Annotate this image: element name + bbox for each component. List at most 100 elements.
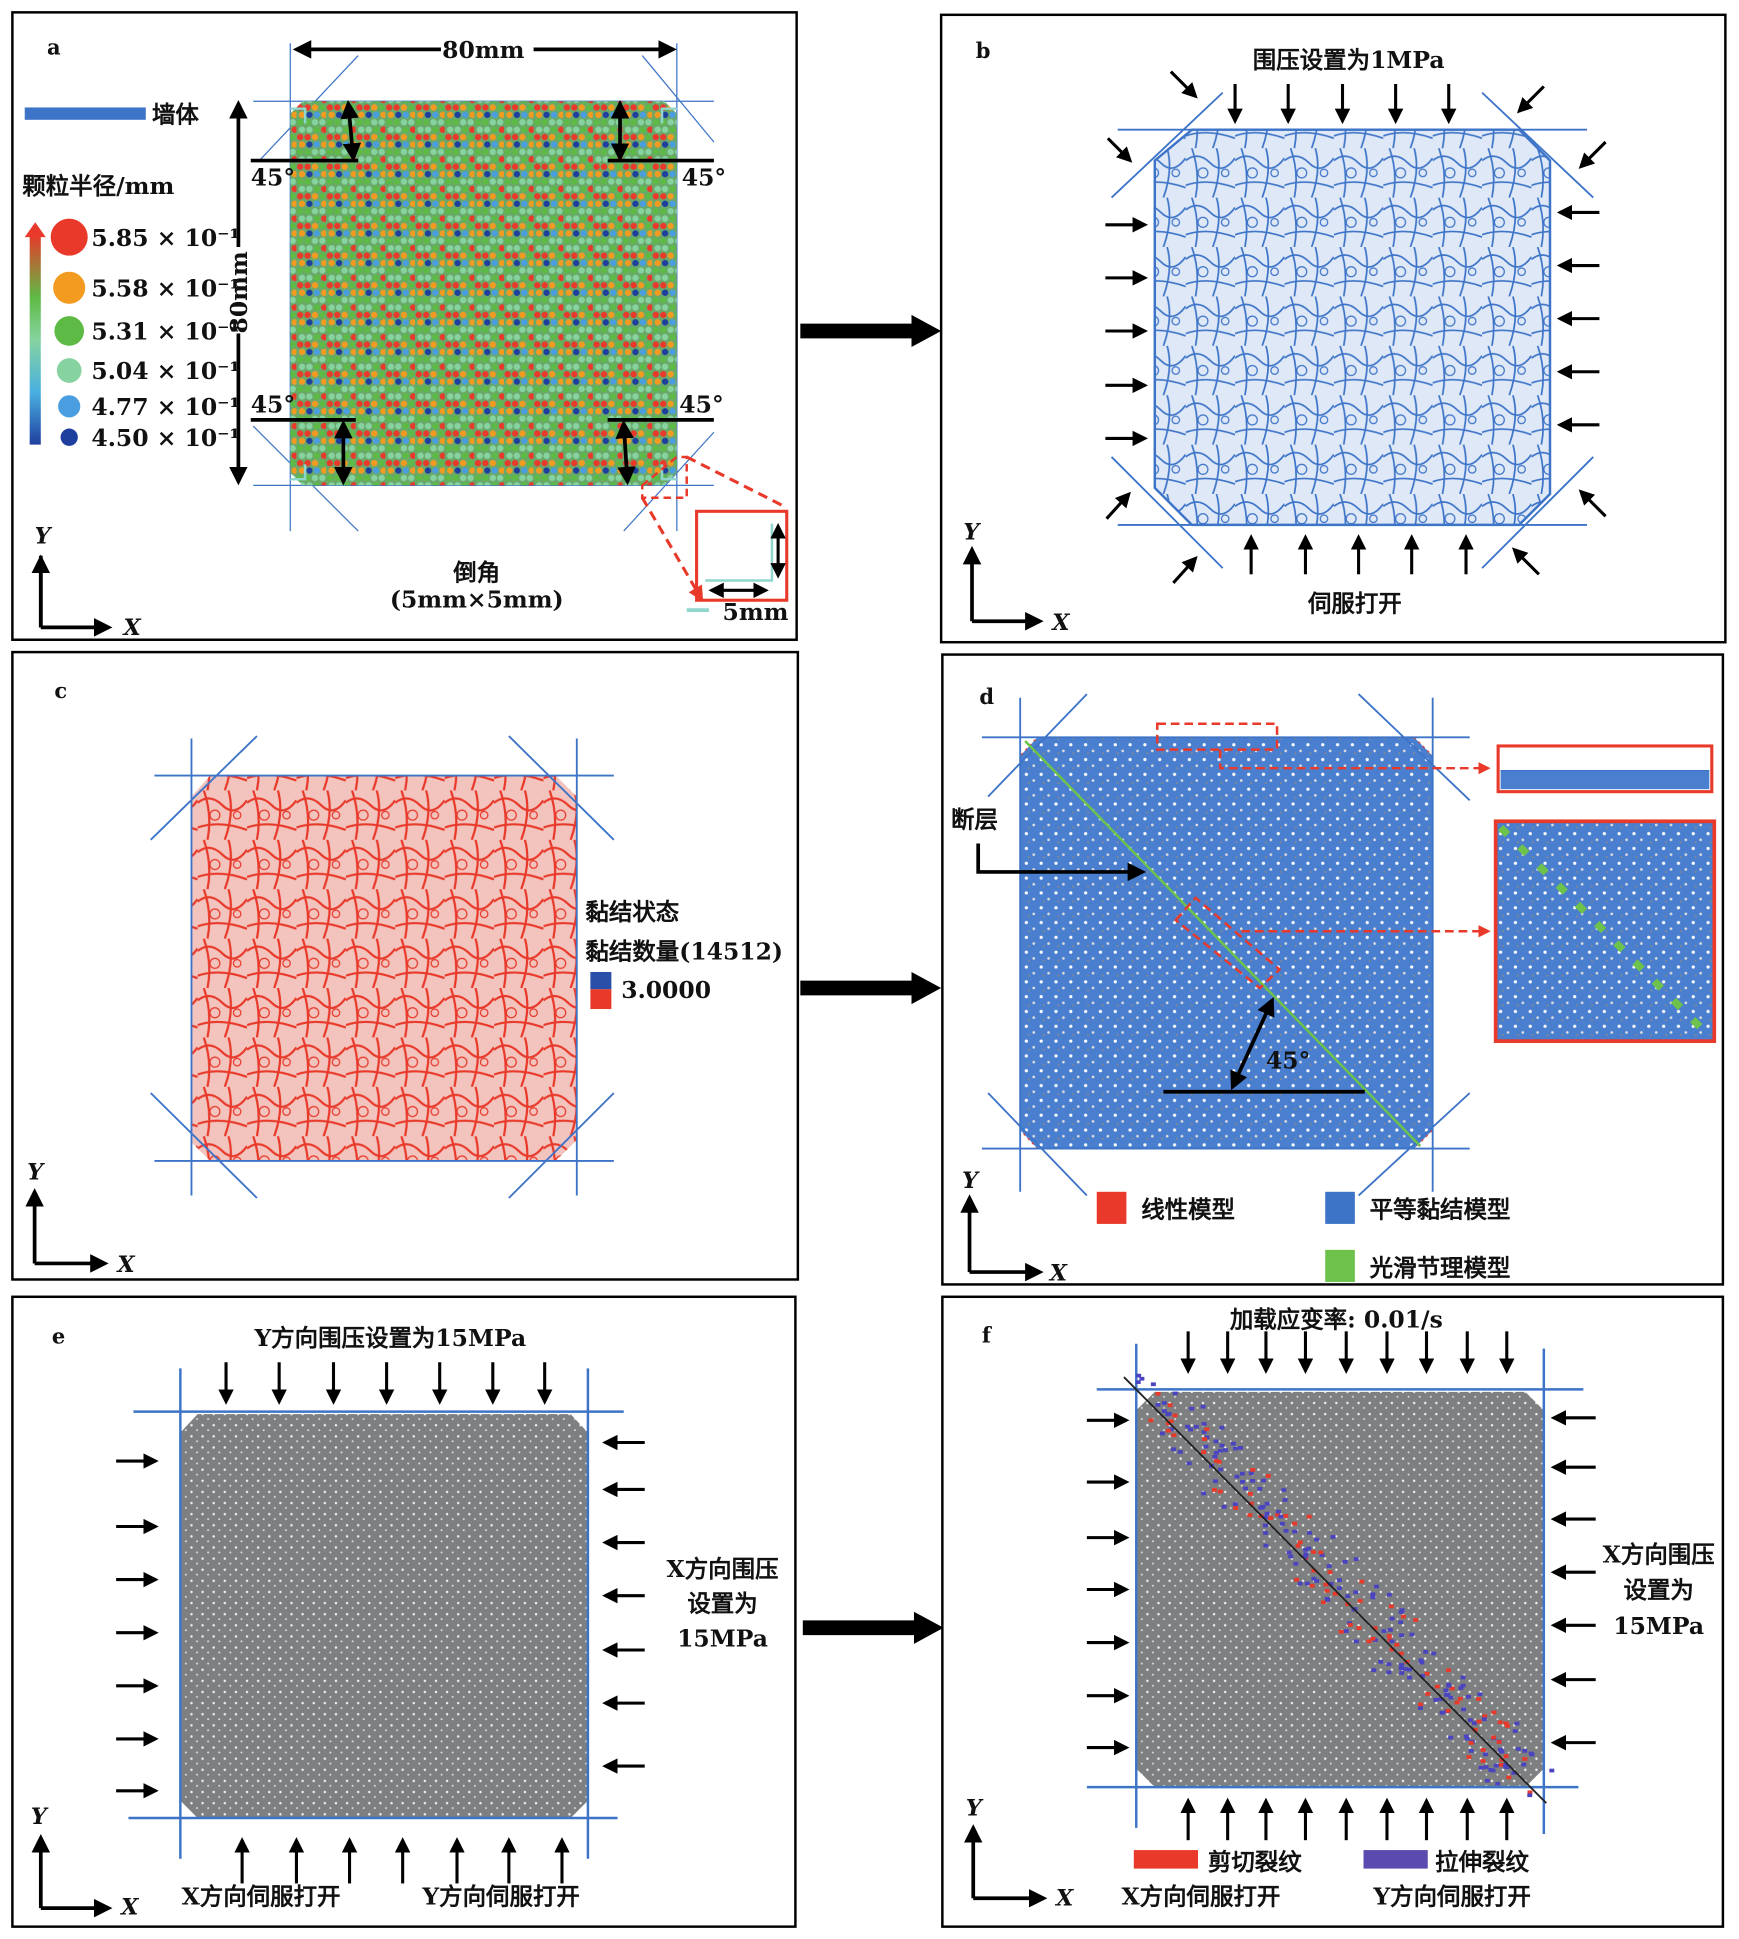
crack-mark — [1406, 1667, 1412, 1672]
crack-mark — [1512, 1729, 1518, 1733]
crack-mark — [1478, 1765, 1484, 1770]
loading-arrows — [1086, 1331, 1596, 1841]
crack-mark — [1263, 1543, 1269, 1548]
crack-mark — [1345, 1594, 1351, 1598]
crack-mark — [1372, 1626, 1378, 1631]
crack-mark — [1218, 1467, 1224, 1472]
crack-mark — [1136, 1373, 1142, 1378]
bond-value: 3.0000 — [621, 976, 711, 1004]
crack-mark — [1527, 1793, 1533, 1798]
crack-mark — [1499, 1749, 1505, 1754]
crack-mark — [1449, 1686, 1455, 1691]
crack-mark — [1233, 1446, 1238, 1451]
crack-mark — [1193, 1424, 1199, 1429]
crack-mark — [1259, 1505, 1265, 1510]
crack-mark — [1213, 1450, 1219, 1455]
crack-mark — [1495, 1781, 1501, 1786]
crack-mark — [1433, 1697, 1439, 1702]
fault-line — [1123, 1376, 1547, 1804]
crack-mark — [1201, 1491, 1207, 1496]
radius-legend-dot — [56, 358, 82, 383]
panel-label: a — [47, 34, 61, 59]
crack-mark — [1389, 1639, 1395, 1644]
crack-band — [1135, 1373, 1555, 1798]
crack-mark — [1201, 1430, 1207, 1434]
crack-mark — [1222, 1448, 1228, 1452]
crack-mark — [1389, 1616, 1395, 1621]
crack-mark — [1529, 1752, 1535, 1757]
crack-mark — [1468, 1741, 1474, 1745]
axis-indicator: YX — [960, 1168, 1068, 1287]
crack-mark — [1418, 1658, 1424, 1663]
crack-mark — [1386, 1662, 1392, 1667]
crack-mark — [1342, 1560, 1348, 1564]
load-arrow-icon — [1105, 491, 1131, 520]
crack-mark — [1288, 1554, 1294, 1559]
axis-x-label: X — [1050, 610, 1070, 636]
axis-indicator: YX — [31, 523, 142, 641]
dimension-arrows — [229, 40, 714, 486]
crack-mark — [1457, 1696, 1463, 1701]
crack-mark — [1309, 1583, 1315, 1588]
crack-mark — [1439, 1710, 1445, 1715]
panel-label: f — [982, 1322, 993, 1347]
crack-mark — [1275, 1512, 1281, 1517]
crack-mark — [1343, 1629, 1349, 1633]
radius-colorbar — [29, 234, 41, 445]
crack-mark — [1345, 1602, 1351, 1607]
tensile-crack-label: 拉伸裂纹 — [1435, 1848, 1529, 1876]
crack-mark — [1165, 1428, 1171, 1433]
legend-label: 平等黏结模型 — [1370, 1196, 1511, 1224]
crack-mark — [1262, 1515, 1268, 1520]
crack-mark — [1476, 1697, 1482, 1701]
crack-mark — [1522, 1749, 1528, 1753]
axis-x-label: X — [122, 615, 142, 641]
angle-label: 45° — [251, 391, 295, 419]
crack-mark — [1219, 1443, 1225, 1448]
crack-mark — [1419, 1660, 1425, 1665]
specimen — [290, 101, 677, 486]
axis-y-label: Y — [35, 523, 53, 549]
crack-mark — [1338, 1629, 1344, 1634]
crack-mark — [1172, 1391, 1178, 1396]
crack-mark — [1230, 1441, 1236, 1446]
wall-legend-label: 墙体 — [152, 100, 199, 128]
loading-arrows — [1105, 70, 1607, 584]
legend-label: 线性模型 — [1141, 1196, 1235, 1224]
crack-mark — [1279, 1521, 1285, 1526]
legend-swatch — [1325, 1249, 1355, 1282]
angle-label: 45° — [251, 163, 295, 191]
crack-mark — [1297, 1540, 1303, 1545]
crack-mark — [1370, 1595, 1376, 1600]
crack-mark — [1480, 1748, 1486, 1752]
crack-mark — [1359, 1579, 1365, 1584]
crack-mark — [1413, 1618, 1419, 1622]
crack-mark — [1497, 1747, 1503, 1752]
crack-mark — [1292, 1521, 1298, 1526]
crack-mark — [1504, 1724, 1510, 1728]
crack-mark — [1321, 1600, 1326, 1605]
crack-mark — [1468, 1749, 1474, 1753]
crack-mark — [1248, 1501, 1254, 1506]
radius-legend-label: 4.77 × 10⁻¹ — [91, 393, 239, 421]
crack-mark — [1496, 1740, 1502, 1744]
load-arrow-icon — [1578, 489, 1607, 518]
crack-mark — [1498, 1763, 1504, 1767]
crack-mark — [1399, 1671, 1405, 1675]
crack-mark — [1448, 1695, 1454, 1700]
crack-mark — [1314, 1537, 1320, 1542]
crack-mark — [1386, 1592, 1392, 1597]
x-confining-label: X方向围压 — [667, 1555, 779, 1583]
crack-mark — [1294, 1577, 1300, 1582]
crack-mark — [1281, 1488, 1287, 1492]
panel-label: c — [54, 678, 67, 703]
crack-mark — [1357, 1599, 1363, 1603]
load-arrow-icon — [1172, 555, 1198, 584]
specimen-bonds — [191, 775, 577, 1161]
axis-indicator: YX — [25, 1159, 135, 1278]
crack-mark — [1480, 1759, 1486, 1763]
crack-mark — [1168, 1427, 1174, 1432]
crack-mark — [1211, 1488, 1217, 1492]
crack-mark — [1155, 1391, 1161, 1396]
